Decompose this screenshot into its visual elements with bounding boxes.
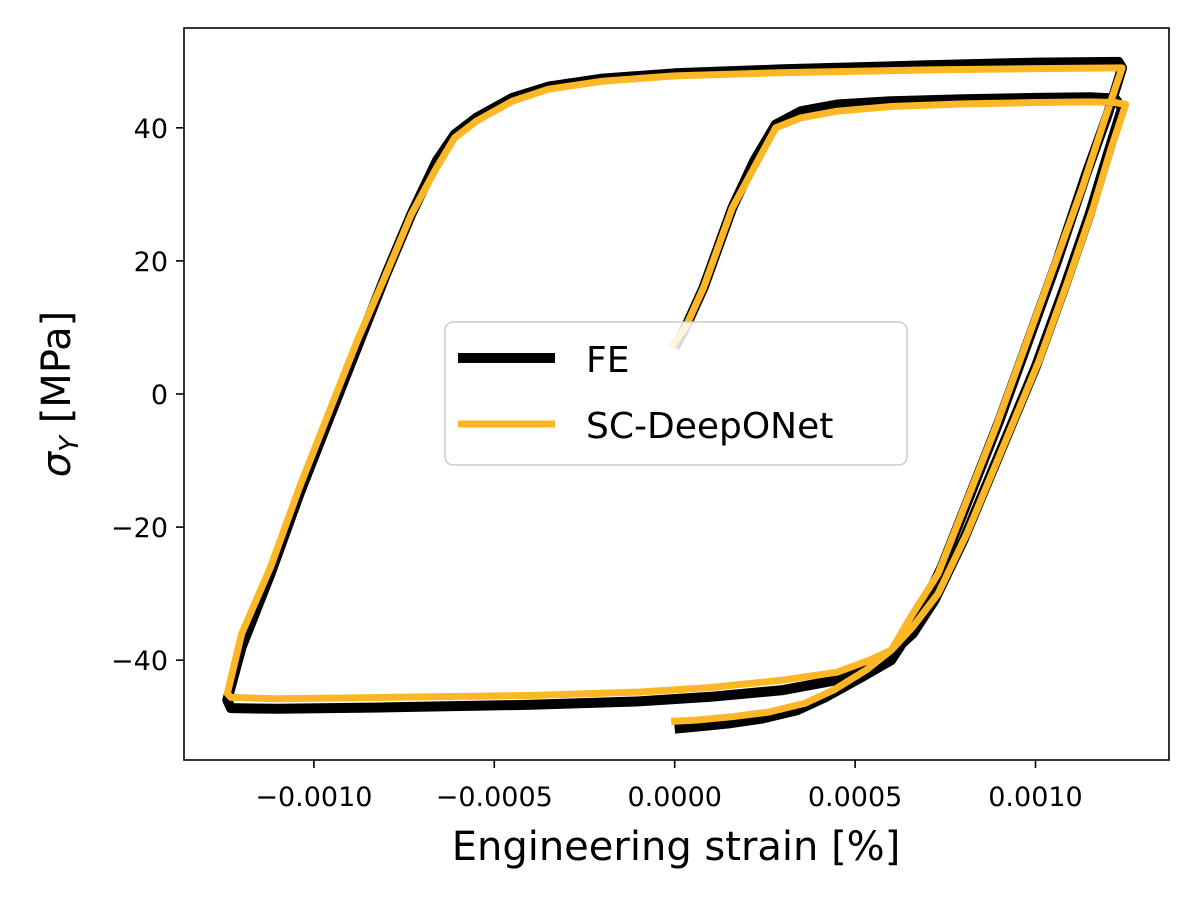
x-tick-label: −0.0005 [436, 782, 553, 813]
y-axis-unit: [MPa] [34, 311, 80, 424]
y-axis-ticks: −40 −20 0 20 40 [111, 114, 184, 677]
y-tick-label: 40 [134, 114, 168, 145]
y-axis-subscript: Y [55, 434, 85, 452]
legend-label-sc-deeponet: SC-DeepONet [586, 406, 833, 447]
legend-label-fe: FE [586, 340, 629, 381]
legend-box [444, 321, 908, 466]
y-axis-symbol: σ [34, 450, 80, 477]
x-tick-label: 0.0000 [627, 782, 721, 813]
x-tick-label: 0.0005 [808, 782, 902, 813]
y-tick-label: 20 [134, 247, 168, 278]
x-axis-title: Engineering strain [%] [452, 824, 901, 870]
y-tick-label: −20 [111, 513, 168, 544]
x-axis-ticks: −0.0010 −0.0005 0.0000 0.0005 0.0010 [255, 760, 1083, 813]
legend: FE SC-DeepONet [444, 321, 908, 466]
series-line-sc-deeponet [223, 64, 1130, 725]
y-tick-label: 0 [151, 380, 168, 411]
series-layer [222, 56, 1130, 734]
x-tick-label: −0.0010 [255, 782, 372, 813]
y-tick-label: −40 [111, 646, 168, 677]
y-axis-title: σY [MPa] [34, 311, 85, 478]
x-tick-label: 0.0010 [988, 782, 1082, 813]
